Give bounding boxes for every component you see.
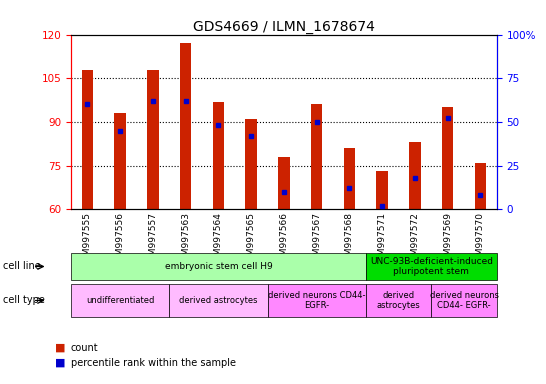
- Bar: [278, 157, 290, 209]
- Title: GDS4669 / ILMN_1678674: GDS4669 / ILMN_1678674: [193, 20, 375, 33]
- Text: UNC-93B-deficient-induced
pluripotent stem: UNC-93B-deficient-induced pluripotent st…: [370, 257, 493, 276]
- Text: percentile rank within the sample: percentile rank within the sample: [71, 358, 236, 368]
- Bar: [180, 43, 191, 209]
- Bar: [147, 70, 158, 209]
- Text: cell type: cell type: [3, 295, 45, 306]
- Bar: [115, 113, 126, 209]
- Bar: [82, 70, 93, 209]
- Text: derived
astrocytes: derived astrocytes: [377, 291, 420, 310]
- Text: derived neurons CD44-
EGFR-: derived neurons CD44- EGFR-: [268, 291, 365, 310]
- Text: embryonic stem cell H9: embryonic stem cell H9: [164, 262, 272, 271]
- Text: undifferentiated: undifferentiated: [86, 296, 155, 305]
- Bar: [410, 142, 420, 209]
- Text: cell line: cell line: [3, 262, 40, 271]
- Text: ■: ■: [55, 358, 65, 368]
- Bar: [213, 101, 224, 209]
- Bar: [246, 119, 257, 209]
- Text: derived neurons
CD44- EGFR-: derived neurons CD44- EGFR-: [430, 291, 498, 310]
- Text: derived astrocytes: derived astrocytes: [179, 296, 258, 305]
- Bar: [442, 108, 453, 209]
- Bar: [474, 163, 486, 209]
- Bar: [377, 171, 388, 209]
- Text: ■: ■: [55, 343, 65, 353]
- Bar: [344, 148, 355, 209]
- Text: count: count: [71, 343, 99, 353]
- Bar: [311, 104, 322, 209]
